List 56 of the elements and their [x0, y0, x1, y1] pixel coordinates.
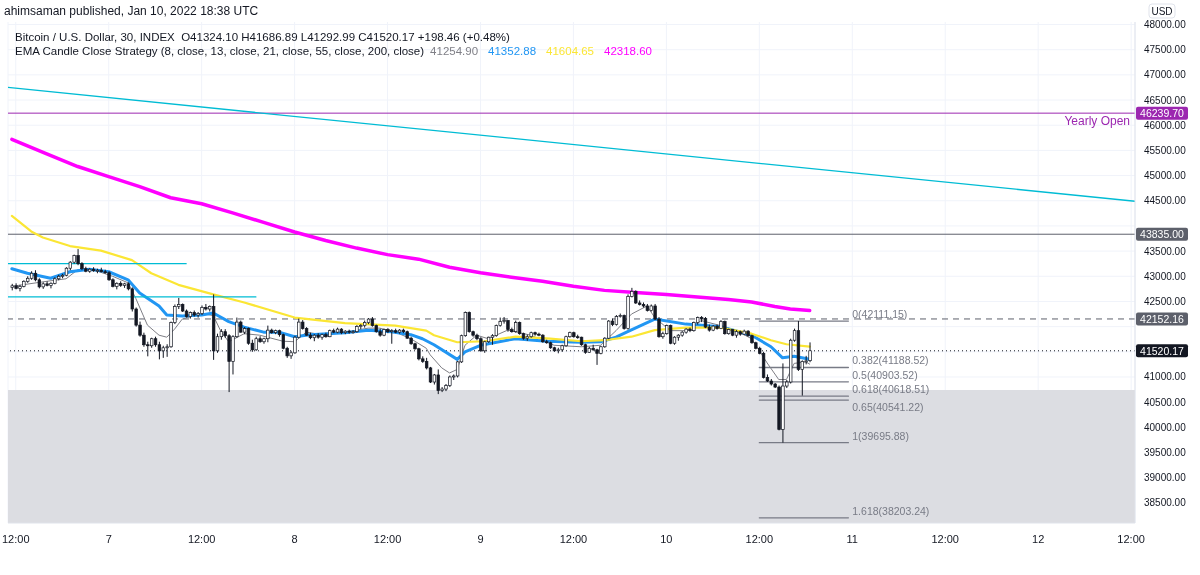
y-tick-label: 40500.00: [1144, 396, 1187, 408]
text: 41254.90: [430, 45, 479, 57]
candlestick: [49, 281, 53, 289]
y-tick-label: 39000.00: [1144, 472, 1187, 484]
y-tick-label: 41000.00: [1144, 371, 1187, 383]
y-tick-label: 40000.00: [1144, 421, 1187, 433]
candlestick: [351, 329, 355, 335]
x-tick-label: 11: [846, 532, 858, 545]
y-tick-label: 38500.00: [1144, 497, 1187, 509]
x-tick-label: 12:00: [373, 532, 402, 545]
y-tick-label: 48000.00: [1144, 19, 1187, 31]
y-tick-label: 42500.00: [1144, 295, 1187, 307]
y-tick-label: 46000.00: [1144, 119, 1187, 131]
text: Bitcoin / U.S. Dollar, 30, INDEX O41324.10 H41686.89 L41292.99 C41520.17 +198.46 (+0.48%): [15, 30, 511, 44]
x-tick-label: 12:00: [931, 532, 959, 545]
y-tick-label: 46500.00: [1144, 94, 1187, 106]
annotation: 0(42111.15): [852, 308, 908, 321]
x-tick-label: 10: [660, 532, 673, 545]
line-series: [10, 137, 812, 313]
x-tick-label: 9: [477, 532, 484, 545]
text: 41352.88: [488, 45, 537, 57]
x-tick-label: 12:00: [1117, 532, 1145, 545]
y-tick-label: 44500.00: [1144, 195, 1187, 207]
x-tick-label: 12:00: [559, 532, 588, 545]
y-tick-label: 45000.00: [1144, 170, 1187, 182]
annotation: 1.618(38203.24): [852, 504, 930, 517]
annotation: 0.5(40903.52): [852, 368, 918, 381]
text: 41604.65: [546, 45, 595, 57]
annotation: 0.618(40618.51): [852, 383, 930, 396]
annotation: 0.382(41188.52): [852, 354, 929, 367]
y-tick-label: 43835.00: [1140, 228, 1185, 241]
x-tick-label: 12:00: [187, 532, 216, 545]
candlestick: [204, 303, 208, 312]
annotation: 0.65(40541.22): [852, 401, 924, 414]
annotation: 1(39695.88): [852, 429, 909, 442]
y-tick-label: 42152.16: [1140, 312, 1185, 325]
x-tick-label: 12: [1032, 532, 1045, 545]
candlestick: [436, 368, 440, 395]
y-tick-label: 47500.00: [1144, 44, 1187, 56]
y-tick-label: 43000.00: [1144, 270, 1187, 282]
y-tick-label: 43500.00: [1144, 245, 1187, 257]
text: 42318.60: [604, 45, 652, 57]
x-tick-label: 7: [105, 532, 112, 545]
annotation: Yearly Open: [1064, 114, 1130, 129]
x-tick-label: 12:00: [1, 532, 30, 545]
text: EMA Candle Close Strategy (8, close, 13, close, 21, close, 55, close, 200, close): [15, 45, 425, 57]
x-tick-label: 12:00: [745, 532, 774, 545]
y-axis-title: USD: [1151, 5, 1173, 17]
y-tick-label: 47000.00: [1144, 69, 1187, 81]
y-tick-label: 46239.70: [1140, 107, 1185, 120]
line-series: [10, 214, 811, 348]
y-tick-label: 41520.17: [1140, 344, 1185, 357]
y-tick-label: 45500.00: [1144, 144, 1187, 156]
x-tick-label: 8: [291, 532, 298, 545]
text: ahimsaman published, Jan 10, 2022 18:38 UTC: [4, 4, 259, 18]
y-tick-label: 39500.00: [1144, 447, 1187, 459]
